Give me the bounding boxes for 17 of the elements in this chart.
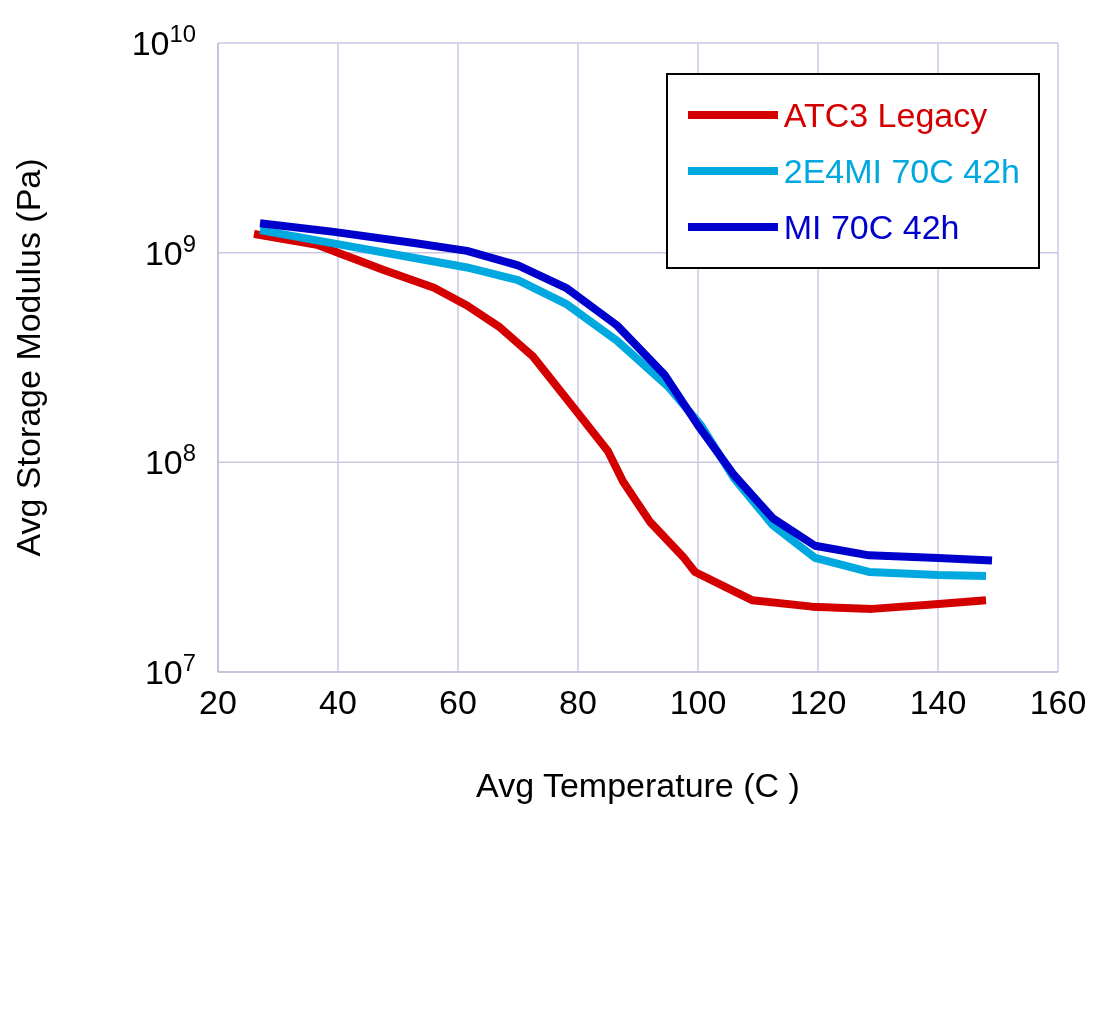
x-tick-label: 40 — [319, 683, 357, 721]
x-tick-label: 60 — [439, 683, 477, 721]
y-axis-title: Avg Storage Modulus (Pa) — [9, 158, 48, 557]
x-tick-label: 120 — [789, 683, 847, 721]
x-tick-label: 100 — [669, 683, 727, 721]
y-tick-label: 10$^{9}$ — [144, 229, 196, 272]
x-tick-label: 20 — [199, 683, 237, 721]
x-axis-title: Avg Temperature (C ) — [476, 766, 800, 804]
legend-label: 2E4MI 70C 42h — [783, 151, 1020, 191]
legend-label: MI 70C 42h — [783, 207, 960, 247]
legend-label: ATC3 Legacy — [783, 95, 988, 135]
y-tick-label: 10$^{7}$ — [144, 648, 196, 691]
x-tick-label: 140 — [909, 683, 967, 721]
y-tick-label: 10$^{10}$ — [131, 19, 196, 62]
y-tick-label: 10$^{8}$ — [144, 438, 196, 482]
x-tick-label: 80 — [559, 683, 597, 721]
x-tick-label: 160 — [1029, 683, 1087, 721]
